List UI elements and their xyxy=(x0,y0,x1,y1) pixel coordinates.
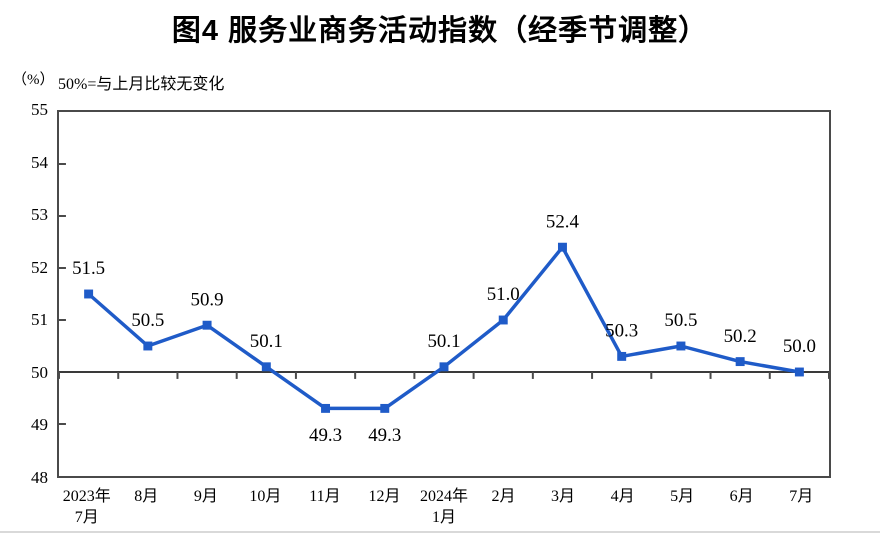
x-axis-tick-label: 11月 xyxy=(309,488,341,505)
data-point-label: 49.3 xyxy=(309,425,342,446)
y-axis-tick-label: 54 xyxy=(31,152,48,172)
x-axis-tick-label: 3月 xyxy=(551,488,576,505)
y-axis-tick-label: 49 xyxy=(31,415,48,435)
x-axis-tick-label: 4月 xyxy=(610,488,635,505)
data-point-label: 50.1 xyxy=(427,331,460,352)
reference-note: 50%=与上月比较无变化 xyxy=(58,76,225,93)
data-point-marker xyxy=(380,403,390,413)
data-point-marker xyxy=(84,289,94,299)
y-axis-tick-label: 48 xyxy=(31,468,48,487)
x-axis-tick-label: 8月 xyxy=(134,488,159,505)
data-point-marker xyxy=(498,315,508,325)
x-axis-tick-label: 7月 xyxy=(789,488,814,505)
x-axis-tick-label: 2024年 1月 xyxy=(419,488,469,526)
data-point-label: 50.3 xyxy=(605,321,638,342)
data-point-marker xyxy=(202,320,212,330)
x-axis-tick-label: 2023年 7月 xyxy=(62,488,111,526)
data-point-label: 49.3 xyxy=(368,425,401,446)
plot-area: 51.5 50.5 50.9 50.1 49.3 49.3 50.1 51.0 52.4 50.3… xyxy=(57,110,831,478)
data-point-label: 50.5 xyxy=(131,310,164,331)
data-point-marker xyxy=(439,362,449,372)
data-point-marker xyxy=(261,362,271,372)
data-point-label: 50.5 xyxy=(664,310,697,331)
data-point-marker xyxy=(794,367,804,377)
data-point-marker xyxy=(143,341,153,351)
data-point-label: 51.5 xyxy=(72,258,105,279)
data-point-marker xyxy=(617,351,627,361)
x-axis-tick-label: 6月 xyxy=(729,488,754,505)
data-point-marker xyxy=(676,341,686,351)
y-axis-tick-label: 50 xyxy=(31,362,48,382)
data-point-marker xyxy=(557,242,567,252)
y-axis-tick-label: 52 xyxy=(31,257,48,277)
x-axis-tick-label: 10月 xyxy=(249,488,282,505)
data-point-label: 50.0 xyxy=(783,336,816,357)
data-point-label: 50.2 xyxy=(724,326,757,347)
data-point-marker xyxy=(321,403,331,413)
x-axis-tick-label: 12月 xyxy=(368,488,401,505)
y-axis-unit-label: （%） xyxy=(12,72,55,88)
y-axis-tick-label: 51 xyxy=(31,310,48,330)
data-point-label: 52.4 xyxy=(546,211,580,232)
data-point-marker xyxy=(735,357,745,367)
bottom-edge-divider xyxy=(0,531,880,533)
x-axis-tick-label: 9月 xyxy=(193,488,218,505)
y-axis-tick-label: 53 xyxy=(31,205,48,225)
data-point-label: 50.1 xyxy=(250,331,283,352)
x-axis-tick-label: 2月 xyxy=(491,488,516,505)
data-point-label: 51.0 xyxy=(487,284,520,305)
y-axis-tick-label: 55 xyxy=(31,100,48,119)
x-axis-tick-label: 5月 xyxy=(670,488,695,505)
chart-title: 图4 服务业商务活动指数（经季节调整） xyxy=(171,15,709,47)
data-point-label: 50.9 xyxy=(191,289,224,310)
line-chart-svg: 51.5 50.5 50.9 50.1 49.3 49.3 50.1 51.0 52.4 50.3… xyxy=(59,163,829,446)
